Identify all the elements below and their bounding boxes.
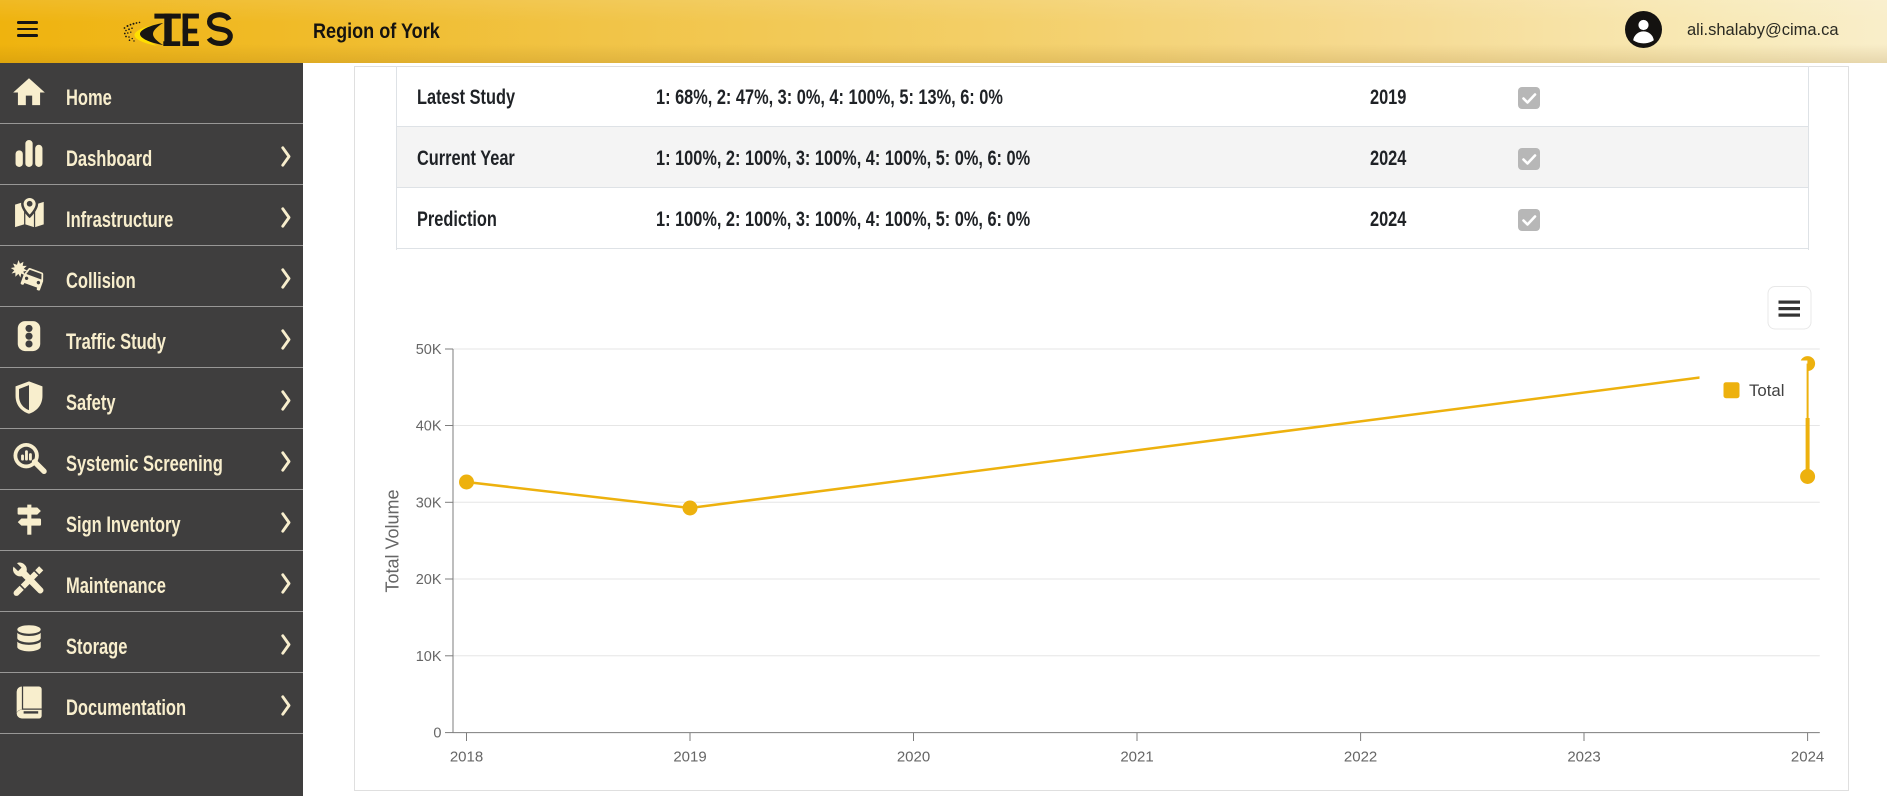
- svg-text:10K: 10K: [416, 649, 442, 665]
- svg-text:2024: 2024: [1791, 749, 1824, 766]
- svg-text:20K: 20K: [416, 572, 442, 588]
- svg-text:2019: 2019: [673, 749, 706, 766]
- svg-text:2022: 2022: [1344, 749, 1377, 766]
- svg-text:2021: 2021: [1120, 749, 1153, 766]
- svg-text:2020: 2020: [897, 749, 930, 766]
- svg-text:40K: 40K: [416, 419, 442, 435]
- svg-text:30K: 30K: [416, 495, 442, 511]
- svg-text:Total: Total: [1749, 381, 1784, 400]
- svg-text:0: 0: [433, 726, 441, 742]
- svg-text:Total Volume: Total Volume: [383, 489, 403, 592]
- svg-text:50K: 50K: [416, 342, 442, 358]
- svg-text:2018: 2018: [450, 749, 483, 766]
- svg-text:2023: 2023: [1567, 749, 1600, 766]
